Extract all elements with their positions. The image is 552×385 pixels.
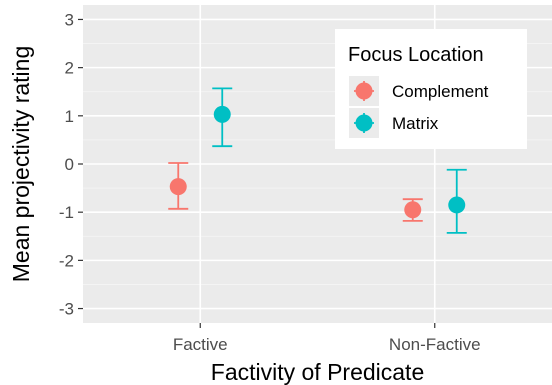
- y-tick-label: -2: [59, 251, 74, 270]
- y-tick-label: -1: [59, 203, 74, 222]
- y-tick-label: 1: [65, 107, 74, 126]
- y-tick-label: -3: [59, 300, 74, 319]
- y-axis-title: Mean projectivity rating: [8, 46, 34, 283]
- data-point: [169, 178, 187, 196]
- x-axis-title: Factivity of Predicate: [211, 359, 424, 385]
- x-tick-label: Non-Factive: [389, 335, 481, 354]
- legend-label: Complement: [392, 82, 489, 101]
- y-tick-label: 0: [65, 155, 74, 174]
- data-point: [404, 201, 422, 219]
- legend: Focus Location Complement Matrix: [335, 29, 527, 149]
- legend-items: Complement Matrix: [349, 76, 489, 138]
- x-axis: Factive Non-Factive: [173, 323, 481, 354]
- y-tick-label: 2: [65, 59, 74, 78]
- legend-key-point: [355, 114, 373, 132]
- y-tick-label: 3: [65, 10, 74, 29]
- x-tick-label: Factive: [173, 335, 228, 354]
- legend-key-point: [355, 82, 373, 100]
- y-axis: -3 -2 -1 0 1 2 3: [59, 10, 83, 319]
- legend-title: Focus Location: [348, 44, 484, 66]
- data-marks: [168, 87, 467, 234]
- data-point: [448, 196, 466, 214]
- data-point: [213, 105, 231, 123]
- legend-label: Matrix: [392, 114, 439, 133]
